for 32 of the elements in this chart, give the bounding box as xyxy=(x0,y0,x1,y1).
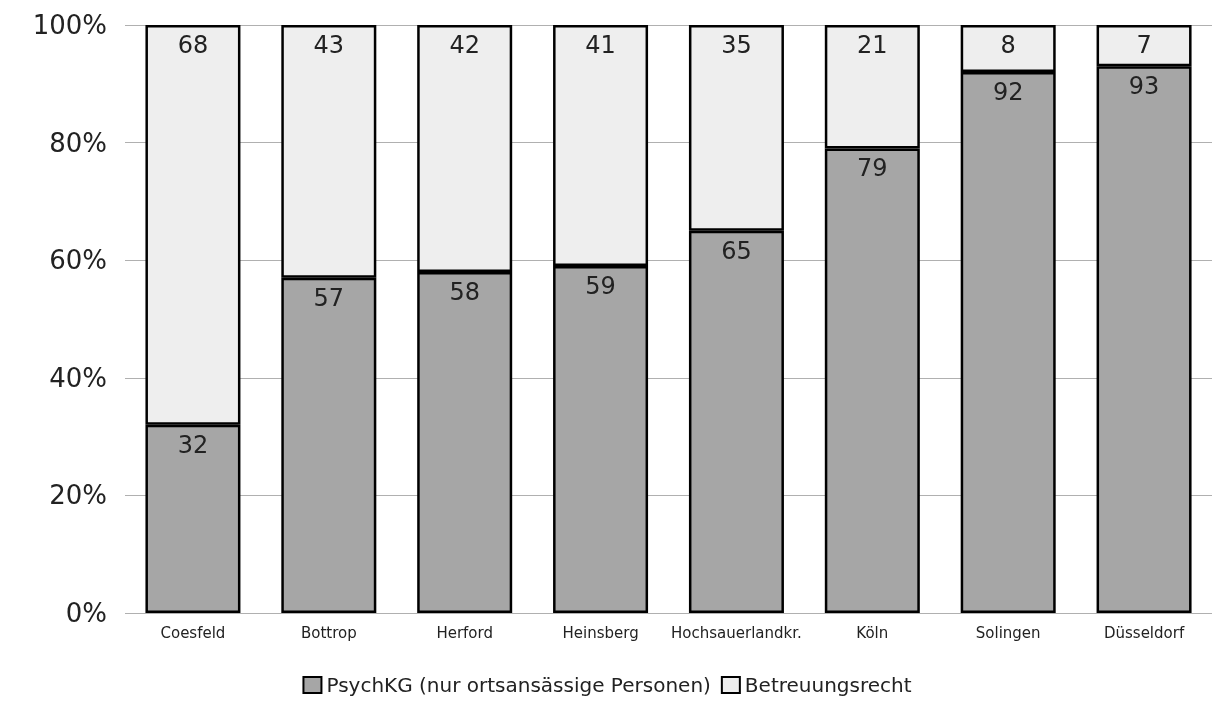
data-label: 35 xyxy=(721,31,752,59)
x-tick-label: Herford xyxy=(436,623,493,642)
x-tick-label: Heinsberg xyxy=(562,623,639,642)
data-label: 68 xyxy=(177,31,209,59)
data-label: 58 xyxy=(449,277,480,306)
data-label: 7 xyxy=(1136,31,1152,59)
y-tick-label: 0% xyxy=(65,598,107,628)
y-tick-label: 20% xyxy=(49,480,107,511)
data-label: 65 xyxy=(721,236,752,265)
data-label: 92 xyxy=(992,78,1024,107)
data-label: 79 xyxy=(857,154,888,183)
data-label: 43 xyxy=(313,31,345,59)
x-tick-label: Bottrop xyxy=(300,623,357,642)
data-label: 93 xyxy=(1128,72,1160,101)
x-tick-label: Köln xyxy=(856,623,889,642)
data-label: 41 xyxy=(585,31,616,59)
y-tick-label: 40% xyxy=(49,362,107,393)
data-label: 8 xyxy=(1000,31,1016,59)
x-tick-label: Coesfeld xyxy=(160,623,226,642)
y-tick-label: 60% xyxy=(49,245,107,276)
y-tick-label: 100% xyxy=(32,10,107,40)
x-tick-label: Hochsauerlandkr. xyxy=(671,623,802,642)
data-label: 21 xyxy=(857,31,888,59)
y-tick-label: 80% xyxy=(49,127,107,158)
data-label: 32 xyxy=(177,430,209,459)
legend-label: PsychKG (nur ortsansässige Personen) xyxy=(326,673,711,697)
data-label: 57 xyxy=(313,283,345,312)
legend-label: Betreuungsrecht xyxy=(744,673,912,697)
x-tick-label: Düsseldorf xyxy=(1103,623,1185,642)
data-label: 42 xyxy=(449,31,480,59)
data-label: 59 xyxy=(585,272,616,301)
x-tick-label: Solingen xyxy=(975,623,1041,642)
